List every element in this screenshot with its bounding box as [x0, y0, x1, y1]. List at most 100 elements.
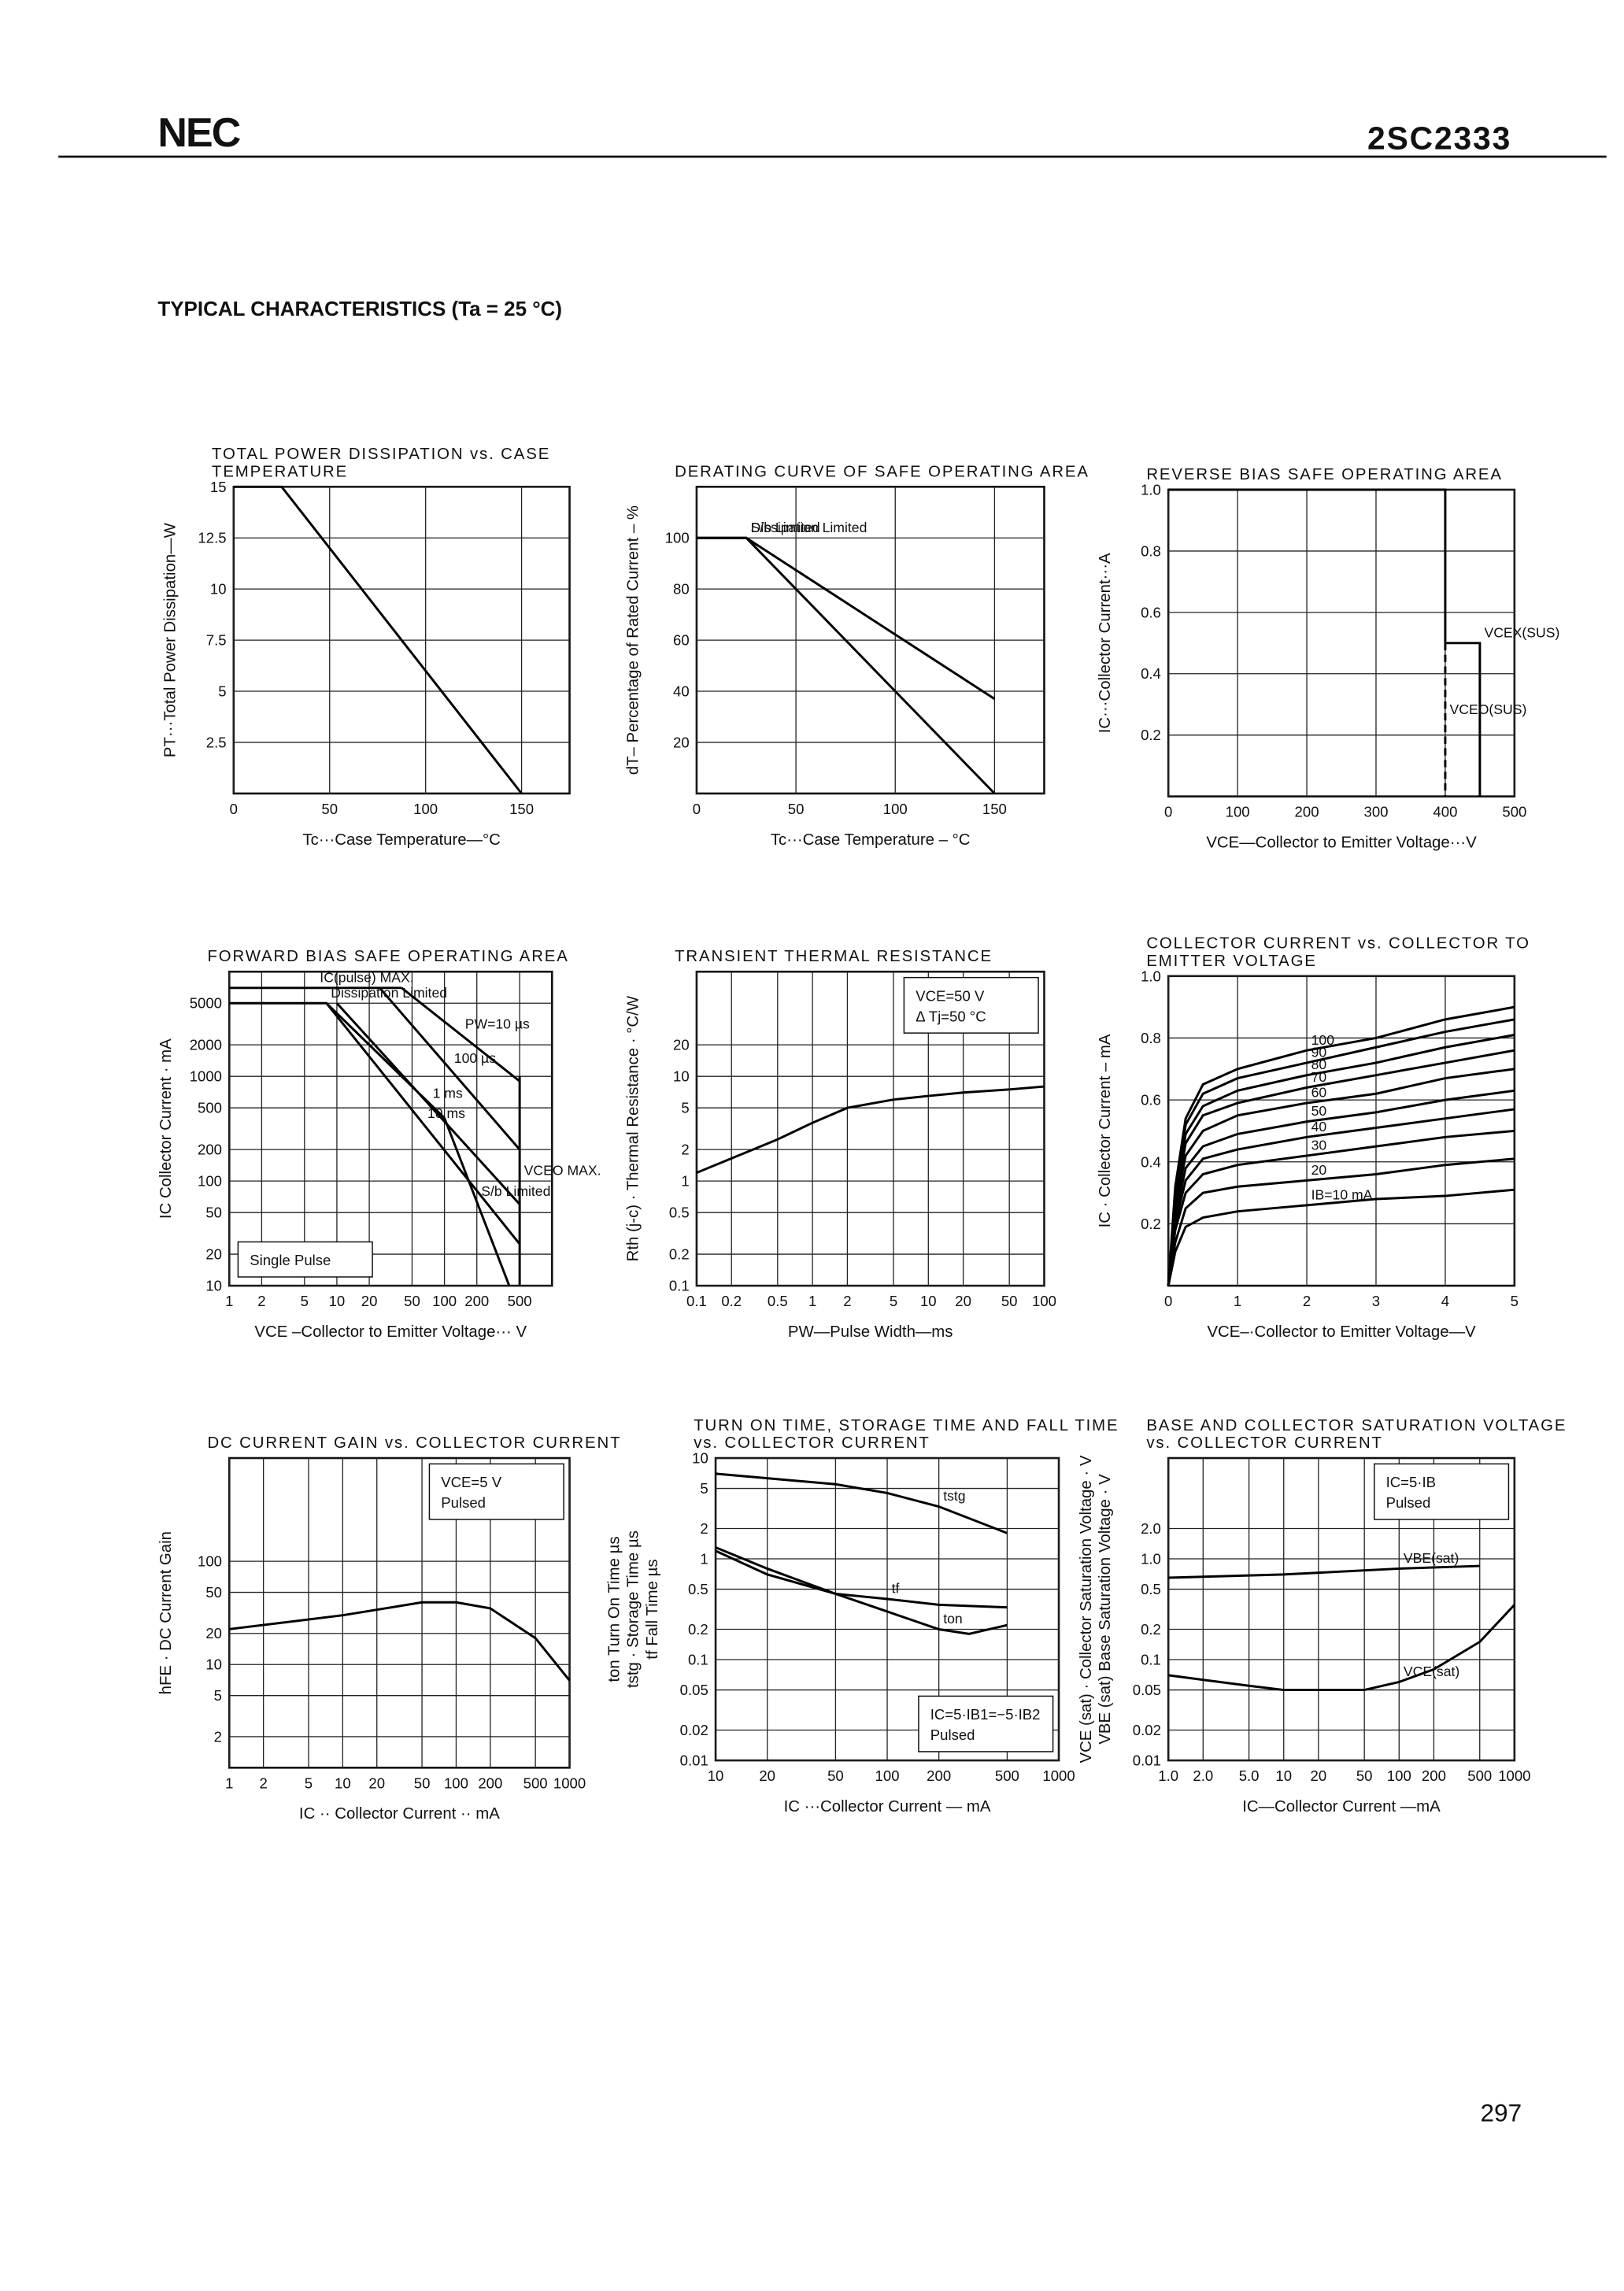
- x-tick-label: 100: [444, 1775, 468, 1791]
- x-tick-label: 1000: [1042, 1767, 1075, 1784]
- curve: [715, 1472, 1008, 1534]
- x-tick-label: 0.2: [721, 1293, 742, 1309]
- y-tick-label: 7.5: [206, 632, 227, 649]
- x-tick-label: 200: [1422, 1767, 1446, 1784]
- curve: [715, 1546, 1008, 1635]
- y-tick-label: 0.6: [1141, 604, 1161, 620]
- y-tick-label: 0.5: [1141, 1581, 1161, 1597]
- y-tick-label: 80: [673, 581, 690, 598]
- x-tick-label: 3: [1372, 1293, 1380, 1309]
- y-tick-label: 5: [214, 1687, 222, 1704]
- annotation: Pulsed: [930, 1727, 975, 1743]
- x-tick-label: 100: [432, 1293, 457, 1309]
- x-tick-label: 500: [995, 1767, 1019, 1784]
- curve-label: 100: [1311, 1032, 1335, 1048]
- x-tick-label: 500: [523, 1775, 548, 1791]
- annotation: IC=5·IB1=−5·IB2: [930, 1706, 1041, 1723]
- y-tick-label: 0.05: [1133, 1682, 1161, 1698]
- x-tick-label: 200: [464, 1293, 489, 1309]
- x-axis-label: PW—Pulse Width—ms: [788, 1323, 953, 1341]
- x-tick-label: 0: [1164, 1293, 1172, 1309]
- annotation: VCE=5 V: [441, 1474, 501, 1490]
- x-axis-label: IC—Collector Current —mA: [1242, 1798, 1441, 1815]
- y-tick-label: 0.8: [1141, 542, 1161, 559]
- x-tick-label: 20: [361, 1293, 378, 1309]
- x-tick-label: 10: [1275, 1767, 1292, 1784]
- x-tick-label: 10: [920, 1293, 937, 1309]
- x-tick-label: 5: [890, 1293, 897, 1309]
- chart-title-box: TOTAL POWER DISSIPATION vs. CASE TEMPERA…: [212, 446, 549, 481]
- y-tick-label: 0.4: [1141, 665, 1161, 682]
- x-axis-label: IC ·· Collector Current ·· mA: [299, 1805, 500, 1823]
- chart-title-box: BASE AND COLLECTOR SATURATION VOLTAGE vs…: [1146, 1417, 1565, 1453]
- curve: [1167, 1157, 1515, 1286]
- x-tick-label: 50: [1001, 1293, 1018, 1309]
- y-tick-label: 20: [205, 1246, 222, 1263]
- curve-label: VCEO MAX.: [524, 1163, 601, 1179]
- y-tick-label: 0.2: [688, 1621, 708, 1638]
- y-tick-label: 0.2: [1141, 727, 1161, 743]
- chart-title: REVERSE BIAS SAFE OPERATING AREA: [1146, 466, 1503, 484]
- x-tick-label: 50: [404, 1293, 420, 1309]
- x-tick-label: 1: [1234, 1293, 1241, 1309]
- curve-label: Dissipation Limited: [751, 520, 867, 535]
- x-axis-label: Tc···Case Temperature—°C: [302, 831, 500, 849]
- x-tick-label: 5: [301, 1293, 309, 1309]
- x-tick-label: 400: [1433, 804, 1457, 820]
- curve-label: tf: [892, 1581, 900, 1597]
- x-tick-label: 5: [305, 1775, 313, 1791]
- curve-label: PW=10 µs: [465, 1016, 530, 1032]
- curve-label: VCEX(SUS): [1484, 624, 1559, 640]
- x-tick-label: 50: [321, 801, 338, 817]
- curve: [229, 1001, 446, 1120]
- y-tick-label: 0.5: [688, 1581, 708, 1597]
- x-tick-label: 100: [1032, 1293, 1056, 1309]
- x-tick-label: 20: [759, 1767, 775, 1784]
- x-tick-label: 100: [1387, 1767, 1411, 1784]
- annotation: Pulsed: [441, 1494, 486, 1511]
- curve: [1167, 1005, 1515, 1286]
- x-tick-label: 2: [1303, 1293, 1311, 1309]
- x-tick-label: 0.5: [768, 1293, 788, 1309]
- y-tick-label: 40: [673, 683, 690, 700]
- curve: [1167, 1188, 1515, 1286]
- curve: [715, 1549, 1008, 1609]
- annotation-box: [237, 1241, 373, 1278]
- curve-label: VBE(sat): [1404, 1550, 1459, 1566]
- chart-title: COLLECTOR CURRENT vs. COLLECTOR TO EMITT…: [1146, 935, 1530, 971]
- y-tick-label: 0.01: [680, 1752, 708, 1769]
- curve: [325, 1002, 521, 1245]
- y-tick-label: 1.0: [1141, 1551, 1161, 1567]
- y-tick-label: 1000: [190, 1068, 222, 1085]
- chart-title: DERATING CURVE OF SAFE OPERATING AREA: [675, 463, 1089, 481]
- x-axis-label: VCE—Collector to Emitter Voltage···V: [1206, 835, 1477, 852]
- curve-label: 1 ms: [433, 1086, 463, 1101]
- annotation: Pulsed: [1386, 1494, 1431, 1511]
- y-tick-label: 100: [198, 1553, 222, 1570]
- y-tick-label: 20: [673, 734, 690, 750]
- annotation: Δ Tj=50 °C: [916, 1008, 986, 1024]
- x-tick-label: 10: [335, 1775, 351, 1791]
- y-tick-label: 100: [665, 530, 690, 546]
- x-tick-label: 100: [883, 801, 908, 817]
- x-tick-label: 1.0: [1158, 1767, 1178, 1784]
- section-title: TYPICAL CHARACTERISTICS (Ta = 25 °C): [157, 297, 562, 320]
- annotation: VCE=50 V: [916, 987, 985, 1004]
- plot-frame: [1167, 975, 1516, 1287]
- chart-title: TURN ON TIME, STORAGE TIME AND FALL TIME…: [694, 1417, 1119, 1453]
- x-tick-label: 5: [1511, 1293, 1519, 1309]
- curve: [1167, 1108, 1515, 1286]
- x-tick-label: 10: [329, 1293, 346, 1309]
- x-tick-label: 100: [1226, 804, 1250, 820]
- curve-label: VCE(sat): [1404, 1664, 1459, 1679]
- x-tick-label: 300: [1364, 804, 1389, 820]
- y-axis-label: VBE (sat) Base Saturation Voltage · V: [1097, 1474, 1114, 1745]
- curve: [1167, 1034, 1515, 1286]
- y-tick-label: 1: [681, 1173, 689, 1190]
- y-axis-label: dT– Percentage of Rated Current – %: [625, 505, 642, 775]
- curve-label: VCEO(SUS): [1449, 701, 1526, 717]
- x-tick-label: 50: [827, 1767, 844, 1784]
- y-tick-label: 0.8: [1141, 1030, 1161, 1046]
- curve: [233, 485, 523, 794]
